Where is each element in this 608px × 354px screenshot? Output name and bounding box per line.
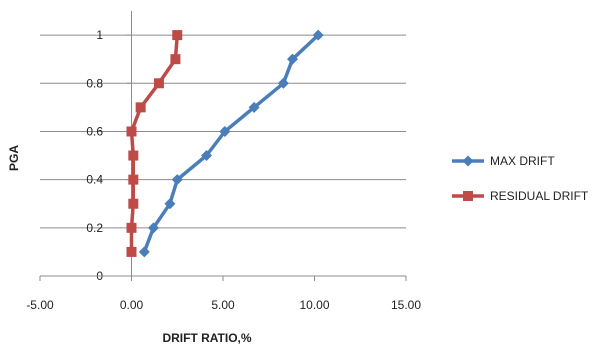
data-point bbox=[138, 246, 150, 258]
legend-marker bbox=[463, 191, 473, 201]
data-point bbox=[126, 246, 137, 257]
data-point bbox=[135, 102, 146, 113]
series-line bbox=[129, 33, 180, 254]
data-point bbox=[312, 29, 324, 41]
y-tick-label: 0.6 bbox=[86, 124, 103, 138]
x-tick-label: 15.00 bbox=[391, 298, 421, 312]
data-point bbox=[128, 198, 139, 209]
data-point bbox=[126, 126, 137, 137]
data-point bbox=[128, 174, 139, 185]
y-tick-label: 1 bbox=[96, 28, 103, 42]
data-point bbox=[147, 222, 159, 234]
y-tick-label: 0.2 bbox=[86, 221, 103, 235]
legend-label: RESIDUAL DRIFT bbox=[490, 189, 589, 203]
y-tick-label: 0.8 bbox=[86, 76, 103, 90]
legend-item-0: MAX DRIFT bbox=[452, 154, 555, 168]
x-axis-label: DRIFT RATIO,% bbox=[162, 331, 251, 345]
series-line bbox=[142, 33, 320, 254]
x-tick-label: -5.00 bbox=[26, 298, 54, 312]
series-layer bbox=[126, 29, 324, 258]
data-point bbox=[248, 101, 260, 113]
x-tick-label: 0.00 bbox=[120, 298, 144, 312]
axis-layer: 00.20.40.60.81-5.00 0.00 5.00 10.00 15.00 bbox=[26, 11, 421, 312]
x-tick-label: 5.00 bbox=[211, 298, 235, 312]
x-tick-label: 10.00 bbox=[299, 298, 329, 312]
legend-marker bbox=[462, 155, 474, 167]
data-point bbox=[153, 78, 164, 89]
data-point bbox=[277, 77, 289, 89]
y-tick-label: 0.4 bbox=[86, 173, 103, 187]
series-0 bbox=[138, 29, 324, 258]
y-axis-label: PGA bbox=[7, 145, 21, 171]
data-point bbox=[219, 125, 231, 137]
series-1 bbox=[126, 30, 183, 257]
data-point bbox=[126, 222, 137, 233]
data-point bbox=[164, 198, 176, 210]
label-layer: DRIFT RATIO,% PGA bbox=[7, 145, 252, 345]
data-point bbox=[128, 150, 139, 161]
data-point bbox=[171, 174, 183, 186]
legend-label: MAX DRIFT bbox=[490, 154, 555, 168]
data-point bbox=[170, 54, 181, 65]
legend-item-1: RESIDUAL DRIFT bbox=[452, 189, 589, 203]
data-point bbox=[287, 53, 299, 65]
legend: MAX DRIFT RESIDUAL DRIFT bbox=[452, 154, 589, 203]
data-point bbox=[172, 30, 183, 41]
data-point bbox=[201, 150, 213, 162]
